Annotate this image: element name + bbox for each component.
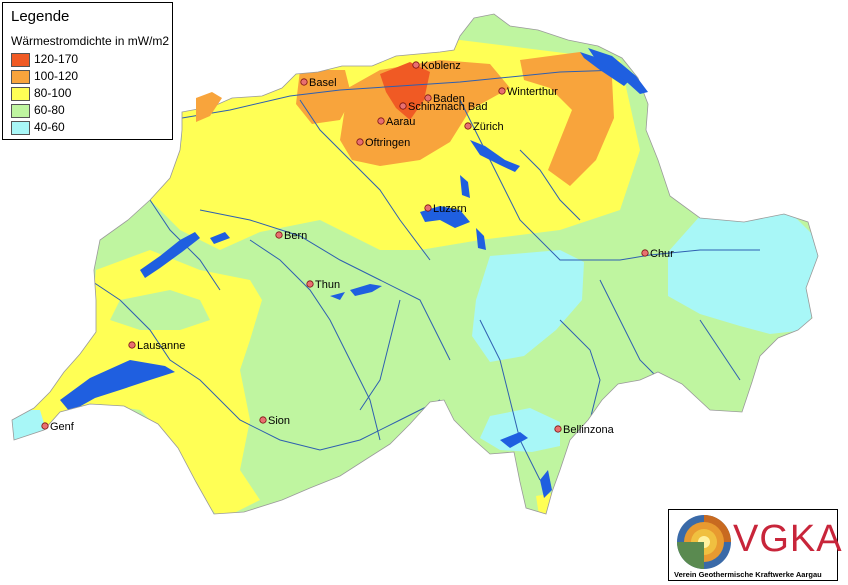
svg-text:Chur: Chur <box>650 248 674 260</box>
city-markers: Koblenz Basel Baden Schinznach Bad Winte… <box>41 60 674 436</box>
legend-swatch <box>11 104 30 118</box>
city-basel: Basel <box>300 77 337 89</box>
zone-80-100-south <box>536 492 562 514</box>
zone-40-60-central <box>472 250 584 362</box>
city-baden: Baden <box>424 93 465 105</box>
city-thun: Thun <box>306 279 340 291</box>
city-koblenz: Koblenz <box>412 60 461 72</box>
legend-swatch <box>11 70 30 84</box>
lake-lugano <box>540 470 552 498</box>
legend-swatch <box>11 87 30 101</box>
svg-text:Bern: Bern <box>284 230 307 242</box>
lake-zurich <box>470 140 520 172</box>
city-bern: Bern <box>275 230 307 242</box>
lake-thun <box>330 292 345 300</box>
logo-wordmark: VGKA <box>733 518 843 560</box>
lake-maggiore <box>500 432 528 448</box>
city-zurich: Zürich <box>464 121 504 133</box>
zone-60-80-pocket <box>110 290 210 330</box>
svg-text:Genf: Genf <box>50 421 75 433</box>
lake-zug <box>460 175 470 198</box>
zone-40-60-south <box>480 408 560 452</box>
svg-text:Winterthur: Winterthur <box>507 86 558 98</box>
legend-title: Legende <box>11 8 70 25</box>
legend-label: 100-120 <box>34 69 79 83</box>
svg-text:Luzern: Luzern <box>433 203 467 215</box>
lake-brienz <box>350 284 382 296</box>
zone-40-60-east <box>668 212 818 334</box>
legend-swatch <box>11 53 30 67</box>
city-aarau: Aarau <box>377 116 415 128</box>
zone-80-100-west <box>12 250 262 514</box>
svg-text:Bellinzona: Bellinzona <box>563 424 615 436</box>
svg-text:Aarau: Aarau <box>386 116 415 128</box>
city-oftringen: Oftringen <box>356 137 410 149</box>
lakes <box>60 52 630 498</box>
zone-100-120-central <box>340 60 510 166</box>
logo-caption: Verein Geothermische Kraftwerke Aargau <box>674 570 822 579</box>
svg-text:Sion: Sion <box>268 415 290 427</box>
city-chur: Chur <box>641 248 674 260</box>
zone-120-170 <box>380 62 430 120</box>
zone-40-60-geneva <box>12 410 46 444</box>
zone-100-120-basel <box>296 70 352 124</box>
lake-geneva <box>60 360 175 412</box>
city-sion: Sion <box>259 415 290 427</box>
map-legend: Legende Wärmestromdichte in mW/m2 120-17… <box>2 2 173 140</box>
vgka-logo: VGKA Verein Geothermische Kraftwerke Aar… <box>668 509 842 581</box>
svg-text:Thun: Thun <box>315 279 340 291</box>
lake-constance <box>580 52 630 86</box>
legend-label: 80-100 <box>34 86 72 100</box>
legend-label: 60-80 <box>34 103 65 117</box>
city-winterthur: Winterthur <box>498 86 558 98</box>
zone-100-120-outside <box>196 92 222 122</box>
svg-text:Basel: Basel <box>309 77 337 89</box>
svg-text:Zürich: Zürich <box>473 121 504 133</box>
city-lausanne: Lausanne <box>128 340 185 352</box>
country-outline <box>11 13 819 515</box>
svg-text:Schinznach Bad: Schinznach Bad <box>408 101 488 113</box>
city-bellinzona: Bellinzona <box>554 424 615 436</box>
city-luzern: Luzern <box>424 203 467 215</box>
svg-text:Baden: Baden <box>433 93 465 105</box>
lake-uri <box>476 228 486 250</box>
earth-core-icon <box>677 515 731 569</box>
city-genf: Genf <box>41 421 75 433</box>
lake-constance-outside <box>588 48 648 94</box>
svg-text:Oftringen: Oftringen <box>365 137 410 149</box>
svg-text:Lausanne: Lausanne <box>137 340 185 352</box>
legend-swatch <box>11 121 30 135</box>
lake-lucerne <box>420 206 470 228</box>
legend-label: 40-60 <box>34 120 65 134</box>
city-schinznach-bad: Schinznach Bad <box>399 101 488 113</box>
legend-subtitle: Wärmestromdichte in mW/m2 <box>11 34 170 48</box>
lake-biel <box>210 232 230 244</box>
legend-label: 120-170 <box>34 52 79 66</box>
svg-text:Koblenz: Koblenz <box>421 60 461 72</box>
zone-100-120-east <box>520 52 614 186</box>
lake-neuchatel <box>140 232 200 278</box>
